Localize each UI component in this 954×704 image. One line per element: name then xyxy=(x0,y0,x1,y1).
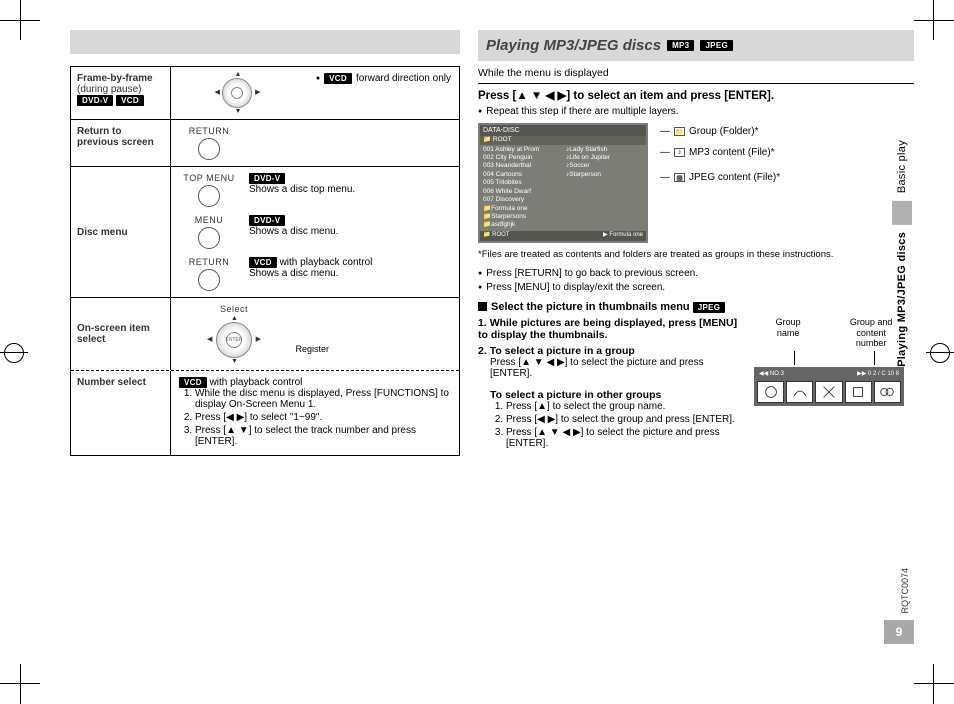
controls-table: Frame-by-frame (during pause) DVD-V VCD … xyxy=(70,66,460,456)
return2-desc: Shows a disc menu. xyxy=(249,268,339,279)
return2-icon xyxy=(198,269,220,291)
thumb-cell xyxy=(845,381,872,403)
repeat-note: Repeat this step if there are multiple l… xyxy=(486,106,678,117)
main-step: Press [▲ ▼ ◀ ▶] to select an item and pr… xyxy=(478,88,914,102)
return2-note: with playback control xyxy=(280,257,373,268)
badge-dvdv: DVD-V xyxy=(77,95,113,106)
side-section2: Basic play xyxy=(896,140,908,193)
row-onscreen-label: On-screen item select xyxy=(71,298,171,370)
other-step2: Press [◀ ▶] to select the group and pres… xyxy=(506,414,744,425)
topmenu-desc: Shows a disc top menu. xyxy=(249,184,355,195)
row-numsel-label: Number select xyxy=(71,371,171,455)
disc-footer-r: ▶ Formula one xyxy=(603,232,643,240)
other-step3: Press [▲ ▼ ◀ ▶] to select the picture an… xyxy=(506,427,744,449)
menu-icon xyxy=(198,227,220,249)
footnote: *Files are treated as contents and folde… xyxy=(478,249,914,260)
side-section1: Playing MP3/JPEG discs xyxy=(896,232,908,367)
badge-dvdv-2: DVD-V xyxy=(249,173,285,184)
page-number: 9 xyxy=(884,620,914,644)
menu-label: MENU xyxy=(179,215,239,225)
numsel-note: with playback control xyxy=(210,377,303,388)
topmenu-icon xyxy=(198,185,220,207)
cap-group: Group name xyxy=(776,317,801,349)
side-marker-icon xyxy=(892,201,912,225)
right-title-bar: Playing MP3/JPEG discs MP3 JPEG xyxy=(478,30,914,61)
badge-mp3: MP3 xyxy=(667,40,694,51)
thumb-cell xyxy=(786,381,813,403)
menu-desc: Shows a disc menu. xyxy=(249,226,339,237)
thumb-step2-body: Press [▲ ▼ ◀ ▶] to select the picture an… xyxy=(478,357,744,379)
row-return-label: Return to previous screen xyxy=(71,120,171,166)
frame-sub: (during pause) xyxy=(77,84,141,95)
annot-jpeg: JPEG content (File)* xyxy=(689,172,780,183)
disc-footer-l: 📁 ROOT xyxy=(483,232,603,240)
return2-label: RETURN xyxy=(179,257,239,267)
folder-icon: 📁 xyxy=(674,127,685,136)
frame-note: VCD forward direction only xyxy=(316,73,451,84)
disc-right-list: ♪Lady Starfish♪Life on Jupiter ♪Soccer♪S… xyxy=(563,145,646,231)
badge-jpeg-2: JPEG xyxy=(693,302,726,313)
disc-left-list: 001 Ashley at Prom002 City Penguin 003 N… xyxy=(480,145,563,231)
badge-vcd-2: VCD xyxy=(249,257,277,268)
other-step1: Press [▲] to select the group name. xyxy=(506,401,744,412)
disc-annotations: —📁Group (Folder)* —♪MP3 content (File)* … xyxy=(660,123,780,243)
badge-jpeg: JPEG xyxy=(700,40,733,51)
disc-root: ROOT xyxy=(493,136,512,143)
bullet-return: Press [RETURN] to go back to previous sc… xyxy=(486,268,698,279)
return-button-icon xyxy=(198,138,220,160)
thumb-cell xyxy=(757,381,784,403)
thumb-step2: To select a picture in a group xyxy=(490,345,635,357)
strip-left: ◀◀ NO.3 xyxy=(759,370,784,377)
bullet-menu: Press [MENU] to display/exit the screen. xyxy=(486,282,665,293)
topmenu-label: TOP MENU xyxy=(179,173,239,183)
frame-title: Frame-by-frame xyxy=(77,73,153,84)
numsel-step1: While the disc menu is displayed, Press … xyxy=(195,388,451,410)
numsel-step2: Press [◀ ▶] to select "1~99". xyxy=(195,412,451,423)
numsel-step3: Press [▲ ▼] to select the track number a… xyxy=(195,425,451,447)
register-label: Register xyxy=(295,344,329,354)
thumb-cell xyxy=(815,381,842,403)
annot-mp3: MP3 content (File)* xyxy=(689,147,775,158)
select-label: Select xyxy=(179,304,289,314)
pretext: While the menu is displayed xyxy=(478,67,914,79)
strip-right: ▶▶ 0 2 / C 10 8 xyxy=(857,370,899,377)
thumbnail-strip: ◀◀ NO.3 ▶▶ 0 2 / C 10 8 xyxy=(754,367,904,406)
doc-number: RQTC0074 xyxy=(900,568,910,614)
cap-content: Group and content number xyxy=(850,317,893,349)
other-groups-title: To select a picture in other groups xyxy=(478,389,744,401)
mp3-icon: ♪ xyxy=(674,148,685,157)
annot-group: Group (Folder)* xyxy=(689,126,758,137)
other-groups-steps: Press [▲] to select the group name. Pres… xyxy=(478,401,744,449)
dpad-icon-2: ENTER ▲ ▼ ◀ ▶ xyxy=(204,316,264,364)
numsel-steps: While the disc menu is displayed, Press … xyxy=(179,388,451,447)
left-header-bar xyxy=(70,30,460,54)
return-btn-label: RETURN xyxy=(179,126,239,136)
disc-header: DATA-DISC xyxy=(480,125,646,136)
row-frame-label: Frame-by-frame (during pause) DVD-V VCD xyxy=(71,67,171,119)
section-title: Playing MP3/JPEG discs xyxy=(486,33,661,58)
badge-vcd-inline: VCD xyxy=(324,73,352,84)
thumb-step1: While pictures are being displayed, pres… xyxy=(478,317,737,341)
badge-vcd-3: VCD xyxy=(179,377,207,388)
row-discmenu-label: Disc menu xyxy=(71,167,171,297)
thumb-section-title: Select the picture in thumbnails menu JP… xyxy=(478,301,914,313)
data-disc-menu: DATA-DISC 📁 ROOT 001 Ashley at Prom002 C… xyxy=(478,123,648,243)
badge-vcd: VCD xyxy=(116,95,144,106)
thumb-cell xyxy=(874,381,901,403)
dpad-icon: ▲ ▼ ◀ ▶ xyxy=(212,73,262,113)
side-tab: Playing MP3/JPEG discs Basic play xyxy=(892,140,914,367)
badge-dvdv-3: DVD-V xyxy=(249,215,285,226)
jpeg-icon: ▦ xyxy=(674,173,685,182)
